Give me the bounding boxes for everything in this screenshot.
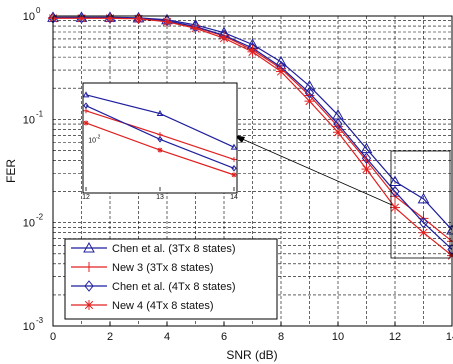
marker-diamond bbox=[84, 280, 94, 292]
marker-star bbox=[76, 13, 87, 24]
inset-y-tick-exponent: -2 bbox=[96, 134, 101, 140]
marker-star-d2 bbox=[157, 147, 163, 153]
x-tick-label: 10 bbox=[332, 331, 344, 343]
marker-star-d2 bbox=[231, 172, 237, 178]
marker-star bbox=[219, 33, 229, 44]
marker-triangle bbox=[230, 143, 238, 150]
marker-plus bbox=[231, 156, 237, 162]
marker-star bbox=[133, 13, 144, 24]
marker-star bbox=[418, 227, 429, 238]
inset-x-tick-label: 13 bbox=[156, 194, 164, 201]
marker-star-d2 bbox=[362, 164, 371, 174]
marker-star bbox=[247, 46, 258, 57]
marker-diamond bbox=[157, 135, 163, 143]
legend-label: New 3 (3Tx 8 states) bbox=[112, 262, 213, 274]
legend-label: New 4 (4Tx 8 states) bbox=[112, 300, 213, 312]
marker-star-d2 bbox=[162, 17, 172, 26]
inset-y-tick-label: 10 -2 bbox=[88, 134, 100, 144]
y-tick-exponent: -2 bbox=[36, 213, 44, 222]
x-tick-label: 0 bbox=[50, 331, 56, 343]
inset-x-tick-label: 14 bbox=[230, 194, 238, 201]
y-tick-exponent: -1 bbox=[36, 109, 44, 118]
marker-diamond bbox=[390, 185, 400, 198]
x-tick-label: 2 bbox=[107, 331, 113, 343]
marker-star bbox=[304, 96, 315, 107]
inset-series-3 bbox=[83, 102, 237, 172]
legend-label: Chen et al. (4Tx 8 states) bbox=[112, 281, 236, 293]
marker-star bbox=[162, 16, 172, 27]
marker-diamond bbox=[231, 164, 237, 172]
marker-triangle bbox=[417, 192, 430, 204]
inset-ticks: 12 13 14 10 -2 bbox=[82, 134, 238, 201]
y-tick-base: 10 bbox=[23, 11, 35, 23]
marker-triangle bbox=[303, 80, 316, 91]
inset-y-tick-base: 10 bbox=[88, 137, 96, 144]
x-tick-label: 4 bbox=[164, 331, 170, 343]
plot-area-frame bbox=[52, 15, 453, 327]
inset-series-layer bbox=[82, 91, 238, 178]
marker-star-d2 bbox=[276, 67, 286, 76]
legend-label: Chen et al. (3Tx 8 states) bbox=[112, 243, 236, 255]
marker-star-d2 bbox=[248, 47, 257, 56]
inset-series-line bbox=[85, 105, 235, 169]
inset-series-1 bbox=[82, 91, 238, 150]
x-tick-label: 8 bbox=[278, 331, 284, 343]
y-axis-label: FER bbox=[4, 159, 18, 183]
marker-star-d2 bbox=[219, 34, 229, 43]
marker-diamond bbox=[418, 216, 429, 229]
marker-star bbox=[84, 300, 94, 310]
inset-series-line bbox=[85, 94, 235, 148]
marker-star bbox=[361, 164, 372, 175]
marker-star bbox=[83, 120, 89, 126]
y-tick-base: 10 bbox=[23, 114, 35, 126]
y-tick-label: 10-2 bbox=[23, 213, 44, 230]
marker-star-d2 bbox=[419, 228, 428, 237]
marker-star bbox=[190, 23, 201, 34]
zoom-region-box bbox=[390, 150, 451, 259]
y-tick-exponent: -3 bbox=[36, 316, 44, 325]
marker-star bbox=[105, 13, 115, 24]
y-tick-label: 10-1 bbox=[23, 109, 44, 126]
legend-item-2: New 3 (3Tx 8 states) bbox=[71, 262, 213, 274]
marker-star bbox=[276, 66, 286, 77]
marker-triangle bbox=[389, 175, 401, 187]
marker-triangle bbox=[82, 91, 90, 98]
y-tick-label: 10-3 bbox=[23, 316, 44, 333]
legend-item-3: Chen et al. (4Tx 8 states) bbox=[71, 280, 236, 293]
marker-plus bbox=[84, 262, 94, 272]
y-tick-label: 100 bbox=[23, 6, 41, 23]
marker-triangle bbox=[156, 110, 164, 117]
marker-diamond bbox=[83, 102, 89, 109]
marker-star bbox=[231, 172, 237, 178]
marker-star bbox=[157, 147, 163, 153]
x-tick-label: 14 bbox=[446, 331, 453, 343]
marker-plus bbox=[83, 108, 89, 114]
marker-star-d2 bbox=[83, 120, 89, 126]
zoom-arrow-line bbox=[239, 137, 393, 206]
marker-diamond bbox=[361, 152, 372, 165]
legend: Chen et al. (3Tx 8 states) New 3 (3Tx 8 s… bbox=[71, 241, 236, 312]
axis-ticks: 0246810121410010-110-210-3 bbox=[23, 6, 453, 343]
marker-star bbox=[333, 127, 343, 138]
x-tick-label: 6 bbox=[221, 331, 227, 343]
marker-star bbox=[390, 202, 400, 213]
inset-series-4 bbox=[83, 120, 237, 178]
marker-star-d2 bbox=[305, 97, 314, 106]
marker-star-d2 bbox=[390, 203, 400, 212]
y-tick-base: 10 bbox=[23, 218, 35, 230]
legend-box bbox=[64, 238, 278, 320]
marker-triangle bbox=[83, 241, 95, 253]
x-axis-label: SNR (dB) bbox=[226, 348, 277, 362]
legend-item-4: New 4 (4Tx 8 states) bbox=[71, 300, 213, 312]
legend-item-1: Chen et al. (3Tx 8 states) bbox=[71, 241, 236, 255]
marker-star-d2 bbox=[84, 300, 94, 310]
inset-x-tick-label: 12 bbox=[82, 194, 90, 201]
marker-star-d2 bbox=[191, 24, 200, 33]
y-tick-base: 10 bbox=[23, 321, 35, 333]
x-tick-label: 12 bbox=[389, 331, 401, 343]
inset-background bbox=[82, 82, 238, 194]
marker-star-d2 bbox=[333, 128, 343, 137]
y-tick-exponent: 0 bbox=[36, 6, 41, 15]
